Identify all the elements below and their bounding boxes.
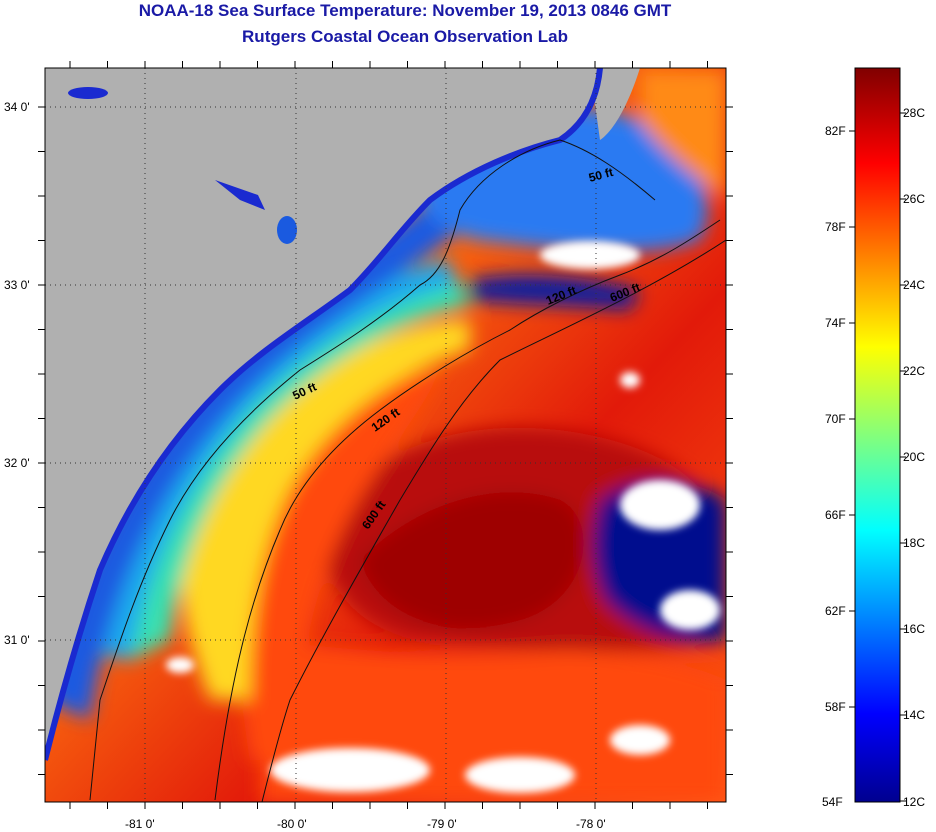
lat-label: 32 0': [4, 456, 30, 470]
colorbar-f-label: 62F: [825, 604, 846, 618]
lon-label: -80 0': [277, 817, 307, 831]
graticule: [45, 68, 726, 802]
inland-lake: [277, 216, 297, 244]
inland-river: [215, 180, 265, 210]
lon-label: -81 0': [125, 817, 155, 831]
colorbar-c-label: 12C: [903, 795, 925, 809]
light-blue-band: [80, 260, 455, 660]
colorbar-f-label: 78F: [825, 220, 846, 234]
colorbar-c-label: 14C: [903, 708, 925, 722]
cloud-patch: [620, 480, 700, 530]
colorbar-f-label: 54F: [822, 795, 843, 809]
colorbar-c-label: 24C: [903, 278, 925, 292]
map-title: NOAA-18 Sea Surface Temperature: Novembe…: [138, 1, 672, 20]
lat-label: 31 0': [4, 633, 30, 647]
colorbar-f-label: 82F: [825, 124, 846, 138]
cloud-patch: [540, 241, 640, 269]
colorbar-f-label: 70F: [825, 412, 846, 426]
colorbar-c-label: 26C: [903, 192, 925, 206]
colorbar-c-label: 22C: [903, 364, 925, 378]
cloud-cover: [166, 241, 720, 793]
map-subtitle: Rutgers Coastal Ocean Observation Lab: [242, 27, 568, 46]
ne-warm-patch: [640, 70, 726, 200]
inland-lake: [68, 87, 108, 99]
cloud-patch: [270, 748, 430, 792]
colorbar-f-label: 74F: [825, 316, 846, 330]
map-border: [44, 67, 727, 803]
land-mass: [45, 68, 600, 760]
colorbar-c-label: 18C: [903, 536, 925, 550]
lon-label: -79 0': [427, 817, 457, 831]
lon-label: -78 0': [576, 817, 606, 831]
land-mass-ne: [590, 68, 640, 140]
lat-label: 33 0': [4, 278, 30, 292]
colorbar-c-label: 16C: [903, 622, 925, 636]
axis-ticks: [38, 61, 733, 809]
lat-label: 34 0': [4, 100, 30, 114]
contour-label-50ft-ne: 50 ft: [587, 165, 614, 185]
contour-50ft: [89, 139, 656, 801]
colorbar-c-label: 28C: [903, 106, 925, 120]
cloud-patch: [465, 757, 575, 793]
bathymetry-contours: [89, 139, 726, 802]
cloud-patch: [620, 372, 640, 388]
colorbar-f-label: 58F: [825, 700, 846, 714]
colorbar-f-label: 66F: [825, 508, 846, 522]
cloud-patch: [166, 657, 194, 673]
warm-core-inner: [360, 492, 584, 628]
colorbar: [854, 67, 901, 803]
cloud-patch: [660, 590, 720, 630]
map-plot-area: 50 ft 120 ft 600 ft 50 ft 120 ft 600 ft: [45, 68, 726, 802]
contour-600ft: [261, 239, 726, 802]
colorbar-c-label: 20C: [903, 450, 925, 464]
colorbar-ticks: [849, 112, 906, 802]
cloud-patch: [610, 725, 670, 755]
contour-120ft: [214, 219, 721, 801]
